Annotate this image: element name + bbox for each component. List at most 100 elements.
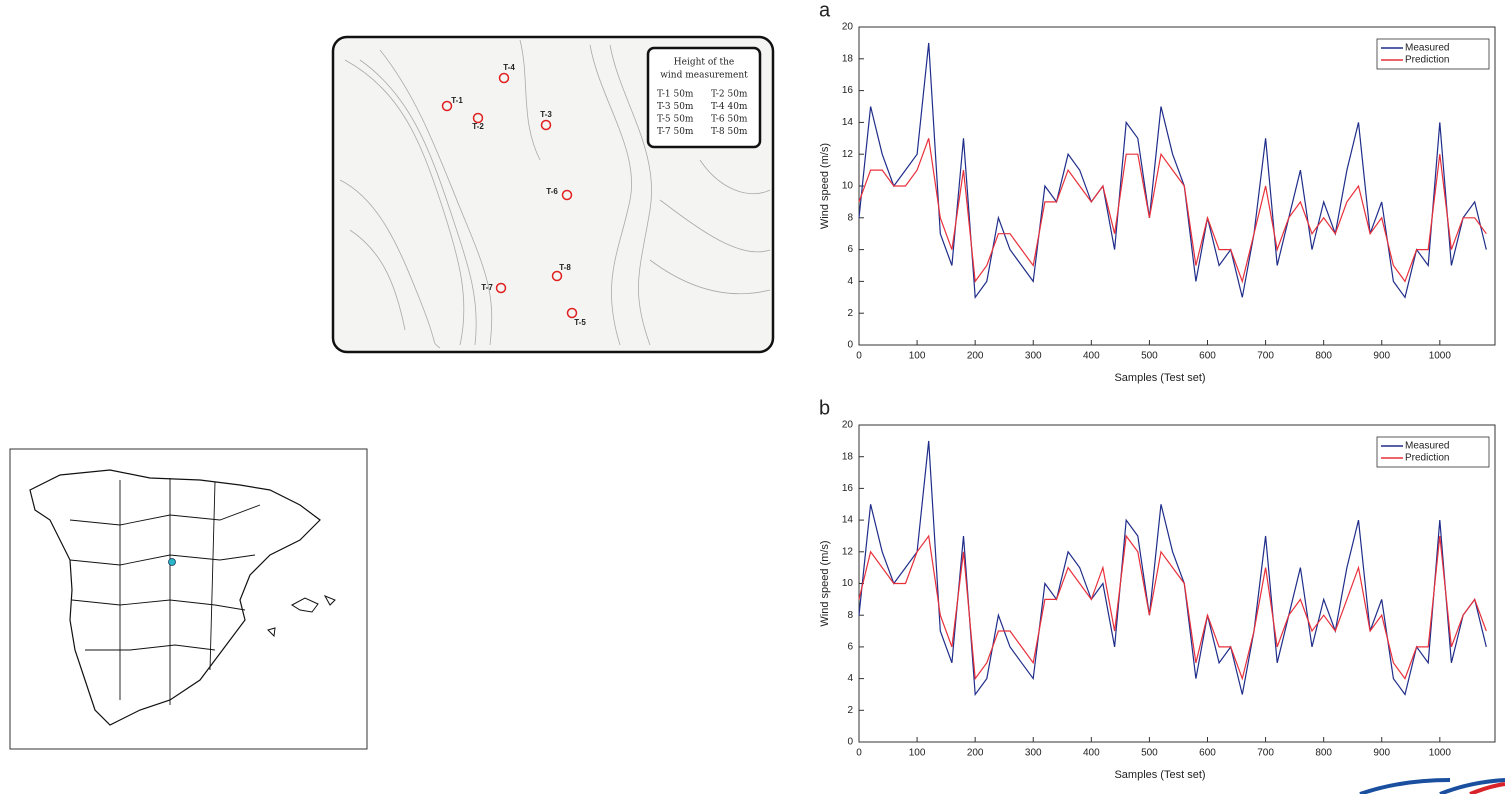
- panel-label: b: [819, 397, 830, 419]
- turbine-marker: [561, 189, 573, 201]
- legend-box: [646, 46, 762, 149]
- x-tick-label: 900: [1373, 748, 1390, 759]
- x-tick-label: 500: [1141, 351, 1158, 362]
- turbine-marker: [551, 270, 563, 282]
- x-tick-label: 500: [1141, 748, 1158, 759]
- y-tick-label: 18: [842, 53, 854, 64]
- legend-label: Prediction: [1405, 55, 1449, 66]
- x-tick-label: 800: [1315, 351, 1332, 362]
- legend-entry: T-2 50m: [711, 90, 748, 100]
- x-tick-label: 400: [1083, 748, 1100, 759]
- x-tick-label: 300: [1025, 748, 1042, 759]
- x-axis-label: Samples (Test set): [1114, 372, 1205, 384]
- plot-frame: [858, 26, 1496, 346]
- x-tick-label: 100: [909, 748, 926, 759]
- logo-swoosh: [1469, 782, 1505, 796]
- y-tick-label: 20: [842, 420, 854, 431]
- legend-label: Measured: [1405, 43, 1449, 54]
- y-tick-label: 20: [842, 22, 854, 33]
- legend-title: Height of the: [674, 58, 734, 68]
- y-tick-label: 0: [847, 737, 853, 748]
- x-tick-label: 600: [1199, 351, 1216, 362]
- y-tick-label: 14: [842, 515, 854, 526]
- spain-map: [9, 448, 368, 750]
- y-axis-label: Wind speed (m/s): [819, 540, 831, 626]
- y-tick-label: 8: [847, 610, 853, 621]
- legend-label: Prediction: [1405, 453, 1449, 464]
- x-tick-label: 900: [1373, 351, 1390, 362]
- x-tick-label: 100: [909, 351, 926, 362]
- x-tick-label: 1000: [1429, 748, 1452, 759]
- y-tick-label: 10: [842, 578, 854, 589]
- spain-outline: [29, 469, 321, 726]
- legend-title: wind measurement: [660, 71, 748, 81]
- turbine-label: T-4: [503, 63, 515, 72]
- y-tick-label: 4: [847, 673, 853, 684]
- y-tick-label: 16: [842, 85, 854, 96]
- contours: [339, 39, 771, 349]
- y-tick-label: 18: [842, 451, 854, 462]
- legend-entry: T-7 50m: [657, 127, 694, 137]
- series-line: [858, 42, 1487, 299]
- y-tick-label: 0: [847, 340, 853, 351]
- series-line: [858, 440, 1487, 697]
- turbine-marker: [495, 282, 507, 294]
- turbine-label: T-3: [540, 110, 552, 119]
- province-lines: [69, 478, 261, 705]
- legend-entry: T-8 50m: [711, 127, 748, 137]
- islands: [267, 595, 336, 638]
- x-tick-label: 0: [856, 748, 862, 759]
- y-tick-label: 2: [847, 705, 853, 716]
- turbine-marker: [498, 72, 510, 84]
- x-tick-label: 700: [1257, 748, 1274, 759]
- legend-entry: T-3 50m: [657, 102, 694, 112]
- turbine-marker: [441, 100, 453, 112]
- turbine-label: T-7: [481, 283, 493, 292]
- y-tick-label: 16: [842, 483, 854, 494]
- x-tick-label: 200: [967, 748, 984, 759]
- legend-entry: T-6 50m: [711, 115, 748, 125]
- x-tick-label: 300: [1025, 351, 1042, 362]
- y-tick-label: 12: [842, 149, 854, 160]
- x-tick-label: 800: [1315, 748, 1332, 759]
- series-line: [858, 138, 1487, 284]
- x-tick-label: 0: [856, 351, 862, 362]
- y-axis-label: Wind speed (m/s): [819, 143, 831, 229]
- panel-label: a: [819, 0, 831, 21]
- y-tick-label: 4: [847, 276, 853, 287]
- x-tick-label: 200: [967, 351, 984, 362]
- y-tick-label: 10: [842, 181, 854, 192]
- legend-box: [1376, 436, 1490, 468]
- y-tick-label: 12: [842, 546, 854, 557]
- map-layer: T-1 T-2 T-3 T-4 T-5 T-6 T-7 T-8 Height of the win…: [441, 58, 748, 327]
- legend-label: Measured: [1405, 441, 1449, 452]
- turbine-marker: [472, 112, 484, 124]
- turbine-label: T-2: [472, 122, 484, 131]
- x-tick-label: 600: [1199, 748, 1216, 759]
- x-tick-label: 400: [1083, 351, 1100, 362]
- turbine-label: T-5: [574, 318, 586, 327]
- y-tick-label: 6: [847, 244, 853, 255]
- series-line: [858, 534, 1487, 681]
- turbine-label: T-8: [559, 263, 571, 272]
- turbine-marker: [540, 119, 552, 131]
- legend-entry: T-5 50m: [657, 115, 694, 125]
- turbine-label: T-6: [546, 187, 558, 196]
- x-tick-label: 1000: [1429, 351, 1452, 362]
- y-tick-label: 6: [847, 642, 853, 653]
- legend-box: [1376, 38, 1490, 70]
- turbine-label: T-1: [451, 96, 463, 105]
- legend-entry: T-4 40m: [711, 102, 748, 112]
- y-tick-label: 8: [847, 212, 853, 223]
- turbine-marker: [566, 307, 578, 319]
- y-tick-label: 14: [842, 117, 854, 128]
- plot-frame: [858, 424, 1496, 743]
- logo-swoosh: [1359, 778, 1505, 796]
- legend-entry: T-1 50m: [657, 90, 694, 100]
- x-tick-label: 700: [1257, 351, 1274, 362]
- site-marker: [168, 558, 176, 566]
- x-axis-label: Samples (Test set): [1114, 769, 1205, 781]
